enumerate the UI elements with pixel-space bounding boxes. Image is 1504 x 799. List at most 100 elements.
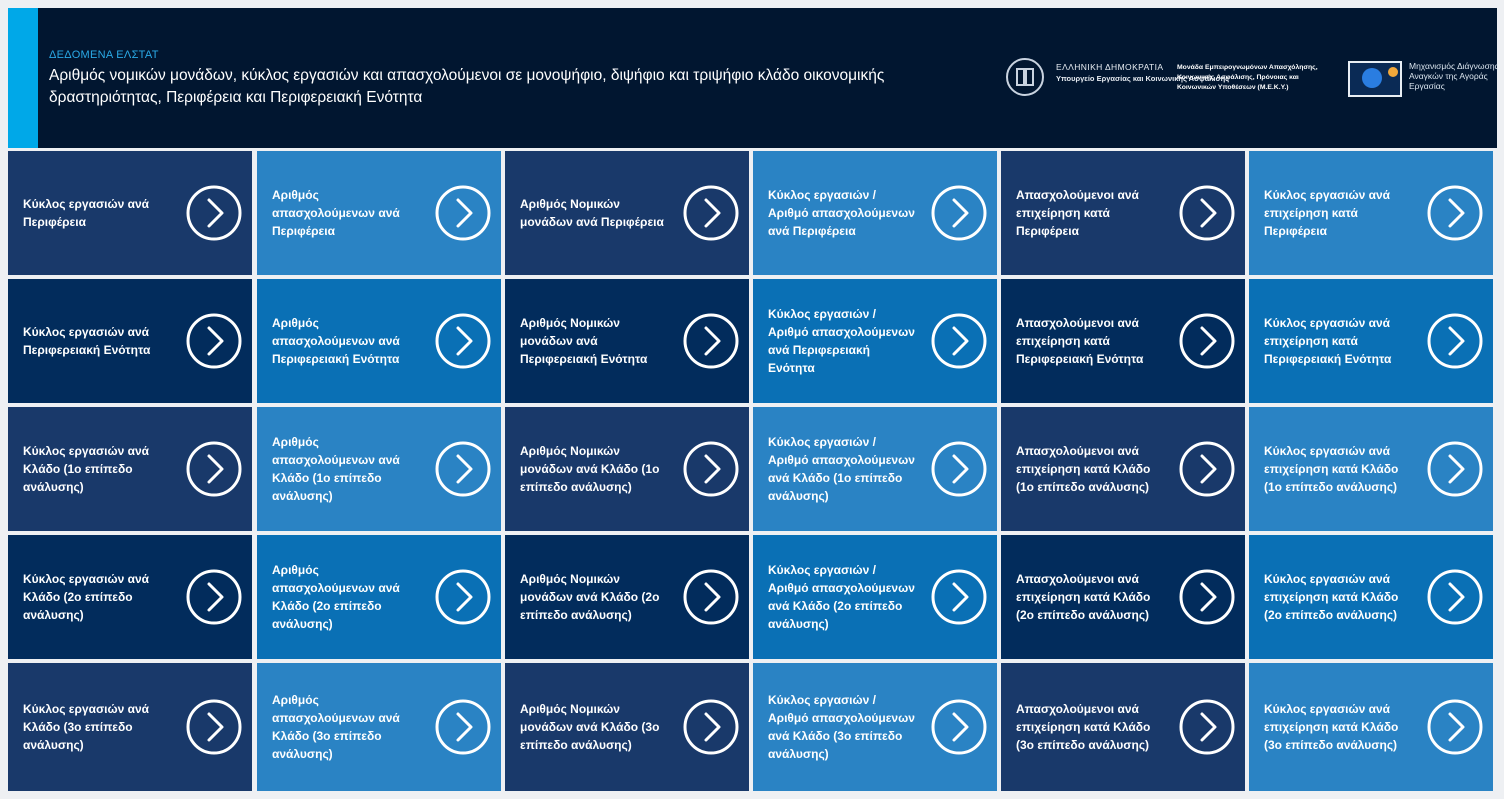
nav-tile-label: Αριθμός Νομικών μονάδων ανά Περιφερειακή… — [520, 316, 648, 366]
nav-tile-r3-c2[interactable]: Αριθμός απασχολούμενων ανά Κλάδο (1ο επί… — [257, 407, 501, 531]
nav-tile-r4-c4[interactable]: Κύκλος εργασιών / Αριθμό απασχολούμενων … — [753, 535, 997, 659]
nav-tile-label: Απασχολούμενοι ανά επιχείρηση κατά Περιφ… — [1016, 316, 1144, 366]
nav-tile-r1-c1[interactable]: Κύκλος εργασιών ανά Περιφέρεια — [8, 151, 252, 275]
nav-tile-label: Αριθμός Νομικών μονάδων ανά Κλάδο (3ο επ… — [520, 702, 660, 752]
nav-tile-label: Κύκλος εργασιών ανά επιχείρηση κατά Περι… — [1264, 316, 1392, 366]
nav-tile-r2-c1[interactable]: Κύκλος εργασιών ανά Περιφερειακή Ενότητα — [8, 279, 252, 403]
ministry-logo-line2: Υπουργείο Εργασίας και Κοινωνικής Ασφάλι… — [1056, 74, 1230, 83]
chevron-right-circle-icon[interactable] — [435, 569, 491, 625]
nav-tile-r3-c4[interactable]: Κύκλος εργασιών / Αριθμό απασχολούμενων … — [753, 407, 997, 531]
greek-emblem-icon — [1006, 58, 1044, 96]
chevron-right-circle-icon[interactable] — [931, 441, 987, 497]
nav-tile-label: Απασχολούμενοι ανά επιχείρηση κατά Κλάδο… — [1016, 572, 1151, 622]
nav-tile-label: Κύκλος εργασιών ανά Κλάδο (2ο επίπεδο αν… — [23, 572, 150, 622]
chevron-right-circle-icon[interactable] — [1179, 185, 1235, 241]
nav-tile-label: Αριθμός Νομικών μονάδων ανά Περιφέρεια — [520, 197, 664, 229]
nav-tile-label: Αριθμός Νομικών μονάδων ανά Κλάδο (2ο επ… — [520, 572, 660, 622]
chevron-right-circle-icon[interactable] — [435, 185, 491, 241]
ministry-logo: ΕΛΛΗΝΙΚΗ ΔΗΜΟΚΡΑΤΙΑ Υπουργείο Εργασίας κ… — [1006, 56, 1229, 100]
nav-tile-r4-c1[interactable]: Κύκλος εργασιών ανά Κλάδο (2ο επίπεδο αν… — [8, 535, 252, 659]
nav-tile-r1-c3[interactable]: Αριθμός Νομικών μονάδων ανά Περιφέρεια — [505, 151, 749, 275]
chevron-right-circle-icon[interactable] — [683, 185, 739, 241]
nav-tile-label: Κύκλος εργασιών ανά επιχείρηση κατά Κλάδ… — [1264, 572, 1399, 622]
nav-tile-label: Κύκλος εργασιών ανά Περιφέρεια — [23, 197, 150, 229]
chevron-right-circle-icon[interactable] — [931, 185, 987, 241]
nav-tile-r5-c6[interactable]: Κύκλος εργασιών ανά επιχείρηση κατά Κλάδ… — [1249, 663, 1493, 791]
nav-tile-label: Αριθμός απασχολούμενων ανά Κλάδο (3ο επί… — [272, 693, 400, 761]
chevron-right-circle-icon[interactable] — [1427, 699, 1483, 755]
nav-tile-r4-c5[interactable]: Απασχολούμενοι ανά επιχείρηση κατά Κλάδο… — [1001, 535, 1245, 659]
nav-tile-label: Κύκλος εργασιών / Αριθμό απασχολούμενων … — [768, 693, 915, 761]
chevron-right-circle-icon[interactable] — [186, 185, 242, 241]
nav-tile-r2-c2[interactable]: Αριθμός απασχολούμενων ανά Περιφερειακή … — [257, 279, 501, 403]
mechanism-logo: Μηχανισμός Διάγνωσης Αναγκών της Αγοράς … — [1348, 60, 1499, 102]
nav-tile-r4-c3[interactable]: Αριθμός Νομικών μονάδων ανά Κλάδο (2ο επ… — [505, 535, 749, 659]
nav-tile-label: Κύκλος εργασιών ανά επιχείρηση κατά Περι… — [1264, 188, 1391, 238]
nav-tile-label: Αριθμός απασχολούμενων ανά Κλάδο (2ο επί… — [272, 563, 400, 631]
chevron-right-circle-icon[interactable] — [435, 313, 491, 369]
nav-tile-r4-c6[interactable]: Κύκλος εργασιών ανά επιχείρηση κατά Κλάδ… — [1249, 535, 1493, 659]
header-accent-bar — [8, 8, 38, 148]
mechanism-logo-text: Μηχανισμός Διάγνωσης Αναγκών της Αγοράς … — [1409, 61, 1499, 91]
nav-tile-r5-c5[interactable]: Απασχολούμενοι ανά επιχείρηση κατά Κλάδο… — [1001, 663, 1245, 791]
nav-tile-r1-c5[interactable]: Απασχολούμενοι ανά επιχείρηση κατά Περιφ… — [1001, 151, 1245, 275]
chevron-right-circle-icon[interactable] — [1179, 441, 1235, 497]
nav-tile-r5-c2[interactable]: Αριθμός απασχολούμενων ανά Κλάδο (3ο επί… — [257, 663, 501, 791]
chevron-right-circle-icon[interactable] — [931, 313, 987, 369]
chevron-right-circle-icon[interactable] — [435, 699, 491, 755]
nav-tile-r3-c5[interactable]: Απασχολούμενοι ανά επιχείρηση κατά Κλάδο… — [1001, 407, 1245, 531]
nav-tile-label: Κύκλος εργασιών ανά Κλάδο (3ο επίπεδο αν… — [23, 702, 150, 752]
nav-tile-r1-c6[interactable]: Κύκλος εργασιών ανά επιχείρηση κατά Περι… — [1249, 151, 1493, 275]
nav-tile-r5-c1[interactable]: Κύκλος εργασιών ανά Κλάδο (3ο επίπεδο αν… — [8, 663, 252, 791]
nav-tile-label: Απασχολούμενοι ανά επιχείρηση κατά Κλάδο… — [1016, 702, 1151, 752]
nav-tile-label: Κύκλος εργασιών ανά επιχείρηση κατά Κλάδ… — [1264, 444, 1399, 494]
chevron-right-circle-icon[interactable] — [1179, 313, 1235, 369]
nav-tile-r5-c4[interactable]: Κύκλος εργασιών / Αριθμό απασχολούμενων … — [753, 663, 997, 791]
navigation-tile-grid: Κύκλος εργασιών ανά Περιφέρεια Αριθμός απ… — [8, 151, 1497, 791]
nav-tile-label: Απασχολούμενοι ανά επιχείρηση κατά Περιφ… — [1016, 188, 1139, 238]
nav-tile-label: Κύκλος εργασιών / Αριθμό απασχολούμενων … — [768, 307, 915, 375]
nav-tile-r1-c2[interactable]: Αριθμός απασχολούμενων ανά Περιφέρεια — [257, 151, 501, 275]
nav-tile-label: Αριθμός απασχολούμενων ανά Περιφέρεια — [272, 188, 400, 238]
nav-tile-r4-c2[interactable]: Αριθμός απασχολούμενων ανά Κλάδο (2ο επί… — [257, 535, 501, 659]
chevron-right-circle-icon[interactable] — [186, 313, 242, 369]
chevron-right-circle-icon[interactable] — [1427, 313, 1483, 369]
chevron-right-circle-icon[interactable] — [683, 313, 739, 369]
chevron-right-circle-icon[interactable] — [1179, 569, 1235, 625]
chevron-right-circle-icon[interactable] — [186, 699, 242, 755]
ministry-logo-line1: ΕΛΛΗΝΙΚΗ ΔΗΜΟΚΡΑΤΙΑ — [1056, 62, 1164, 72]
nav-tile-label: Απασχολούμενοι ανά επιχείρηση κατά Κλάδο… — [1016, 444, 1151, 494]
chevron-right-circle-icon[interactable] — [1427, 569, 1483, 625]
nav-tile-r2-c3[interactable]: Αριθμός Νομικών μονάδων ανά Περιφερειακή… — [505, 279, 749, 403]
chevron-right-circle-icon[interactable] — [1427, 441, 1483, 497]
chevron-right-circle-icon[interactable] — [1427, 185, 1483, 241]
chevron-right-circle-icon[interactable] — [683, 699, 739, 755]
chevron-right-circle-icon[interactable] — [186, 441, 242, 497]
chevron-right-circle-icon[interactable] — [1179, 699, 1235, 755]
chevron-right-circle-icon[interactable] — [683, 569, 739, 625]
nav-tile-label: Κύκλος εργασιών ανά Περιφερειακή Ενότητα — [23, 325, 151, 357]
page-header: ΔΕΔΟΜΕΝΑ ΕΛΣΤΑΤ Αριθμός νομικών μονάδων,… — [8, 8, 1499, 148]
meky-logo-text: Μονάδα Εμπειρογνωμόνων Απασχόλησης, Κοιν… — [1177, 64, 1318, 91]
chevron-right-circle-icon[interactable] — [683, 441, 739, 497]
nav-tile-r1-c4[interactable]: Κύκλος εργασιών / Αριθμό απασχολούμενων … — [753, 151, 997, 275]
nav-tile-r2-c4[interactable]: Κύκλος εργασιών / Αριθμό απασχολούμενων … — [753, 279, 997, 403]
nav-tile-r3-c3[interactable]: Αριθμός Νομικών μονάδων ανά Κλάδο (1ο επ… — [505, 407, 749, 531]
nav-tile-r3-c1[interactable]: Κύκλος εργασιών ανά Κλάδο (1ο επίπεδο αν… — [8, 407, 252, 531]
mechanism-logo-icon — [1348, 61, 1402, 97]
header-overline: ΔΕΔΟΜΕΝΑ ΕΛΣΤΑΤ — [49, 49, 159, 61]
page-title: Αριθμός νομικών μονάδων, κύκλος εργασιών… — [49, 67, 885, 106]
nav-tile-r2-c5[interactable]: Απασχολούμενοι ανά επιχείρηση κατά Περιφ… — [1001, 279, 1245, 403]
nav-tile-label: Κύκλος εργασιών / Αριθμό απασχολούμενων … — [768, 188, 915, 238]
chevron-right-circle-icon[interactable] — [931, 699, 987, 755]
chevron-right-circle-icon[interactable] — [435, 441, 491, 497]
nav-tile-label: Κύκλος εργασιών ανά Κλάδο (1ο επίπεδο αν… — [23, 444, 150, 494]
nav-tile-r2-c6[interactable]: Κύκλος εργασιών ανά επιχείρηση κατά Περι… — [1249, 279, 1493, 403]
nav-tile-label: Κύκλος εργασιών ανά επιχείρηση κατά Κλάδ… — [1264, 702, 1399, 752]
nav-tile-label: Κύκλος εργασιών / Αριθμό απασχολούμενων … — [768, 435, 915, 503]
nav-tile-label: Αριθμός απασχολούμενων ανά Περιφερειακή … — [272, 316, 400, 366]
nav-tile-r3-c6[interactable]: Κύκλος εργασιών ανά επιχείρηση κατά Κλάδ… — [1249, 407, 1493, 531]
chevron-right-circle-icon[interactable] — [931, 569, 987, 625]
nav-tile-r5-c3[interactable]: Αριθμός Νομικών μονάδων ανά Κλάδο (3ο επ… — [505, 663, 749, 791]
chevron-right-circle-icon[interactable] — [186, 569, 242, 625]
